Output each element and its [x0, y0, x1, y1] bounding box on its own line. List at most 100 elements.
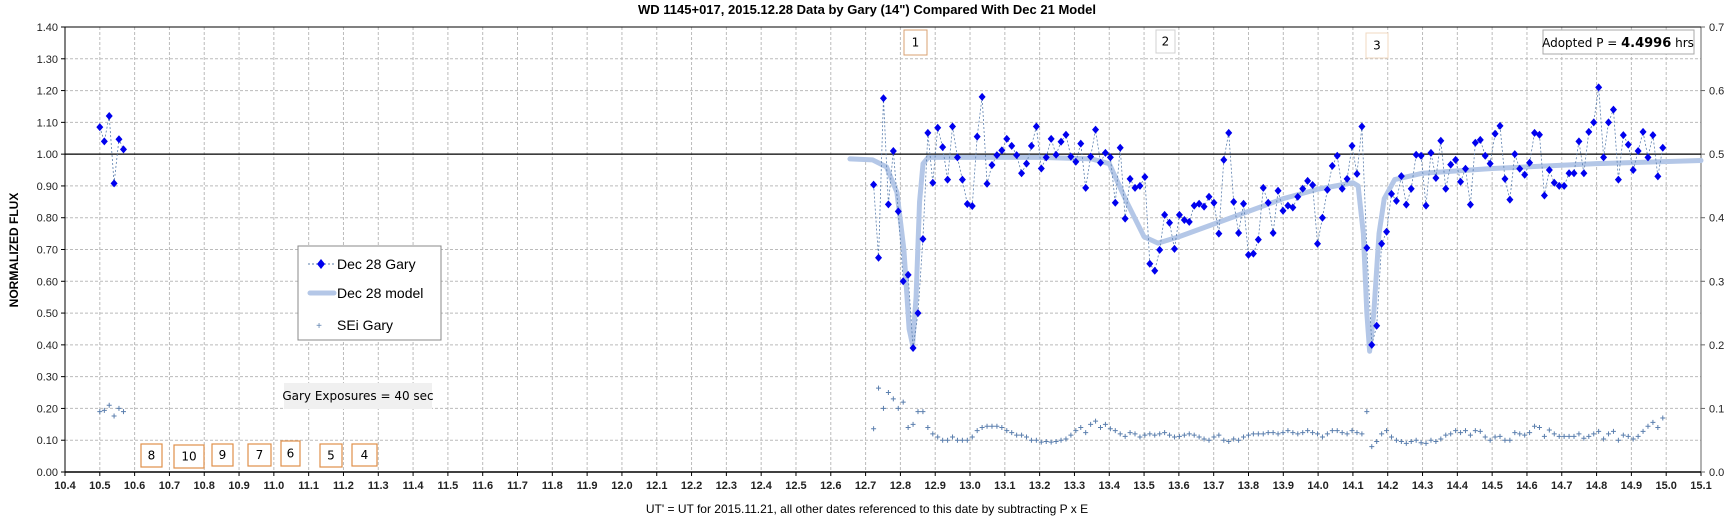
sei-point	[1546, 427, 1552, 433]
flux-point	[1047, 134, 1055, 143]
sei-point	[1132, 431, 1138, 437]
flux-point	[105, 112, 113, 120]
flux-point	[1299, 184, 1307, 193]
flux-point	[1432, 173, 1440, 182]
flux-point	[1121, 214, 1129, 223]
event-marker-label: 4	[361, 448, 369, 462]
flux-point	[1476, 135, 1484, 144]
sei-point	[1408, 438, 1414, 444]
flux-point	[1244, 250, 1252, 259]
sei-point	[1438, 436, 1444, 442]
flux-point	[1338, 184, 1346, 193]
sei-point	[1645, 423, 1651, 429]
x-tick-label: 14.2	[1377, 480, 1398, 492]
flux-point	[1101, 148, 1109, 157]
x-tick-label: 14.4	[1447, 480, 1469, 492]
sei-point	[1058, 437, 1064, 443]
sei-point	[1004, 428, 1010, 434]
flux-point	[1634, 146, 1642, 155]
y-tick-label: 0.90	[37, 181, 58, 193]
y-tick-label: 1.10	[37, 117, 58, 129]
flux-point	[1358, 122, 1366, 131]
flux-point	[1003, 134, 1011, 143]
x-tick-label: 11.9	[577, 480, 598, 492]
chart-title: WD 1145+017, 2015.12.28 Data by Gary (14…	[638, 2, 1096, 17]
flux-point	[1659, 143, 1667, 152]
flux-point	[870, 180, 878, 189]
sei-point	[1541, 433, 1547, 439]
flux-point	[1437, 136, 1445, 145]
x-tick-label: 11.7	[507, 480, 528, 492]
flux-point	[1575, 137, 1583, 146]
sei-point	[1211, 434, 1217, 440]
flux-point	[1037, 164, 1045, 173]
sei-point	[120, 409, 126, 415]
x-tick-label: 11.8	[542, 480, 563, 492]
sei-point	[1334, 428, 1340, 434]
flux-point	[1235, 228, 1243, 237]
event-marker-label: 10	[181, 450, 196, 464]
sei-point	[1620, 432, 1626, 438]
sei-point	[1482, 434, 1488, 440]
flux-point	[988, 160, 996, 169]
sei-point	[1443, 432, 1449, 438]
event-marker-box	[140, 443, 163, 468]
event-marker-box	[211, 443, 234, 467]
flux-point	[1526, 158, 1534, 167]
flux-point	[1624, 140, 1632, 149]
flux-point	[119, 145, 127, 154]
flux-point	[1111, 198, 1119, 207]
y-tick-label: 0.40	[37, 340, 58, 352]
flux-point	[1141, 173, 1149, 182]
event-marker-box	[1365, 32, 1389, 59]
flux-point	[949, 122, 957, 131]
sei-point	[1152, 432, 1158, 438]
x-tick-label: 12.4	[750, 480, 772, 492]
sei-point	[871, 426, 877, 432]
sei-point	[1083, 430, 1089, 436]
sei-point	[1423, 440, 1429, 446]
y-tick-label: 1.20	[37, 86, 58, 98]
flux-point	[1052, 150, 1060, 159]
event-marker-box	[173, 444, 205, 469]
flux-point	[1348, 141, 1356, 150]
sei-point	[1458, 430, 1464, 436]
sei-point	[1019, 432, 1025, 438]
flux-point	[953, 153, 961, 162]
adopted-period-prefix: Adopted P =	[1542, 36, 1621, 50]
event-marker-label: 2	[1162, 35, 1170, 49]
flux-point	[1333, 151, 1341, 160]
flux-point	[875, 253, 883, 262]
sei-point	[1532, 423, 1538, 429]
sei-point	[1260, 431, 1266, 437]
sei-point	[979, 425, 985, 430]
adopted-period-value: 4.4996	[1621, 36, 1671, 51]
sei-point	[1068, 432, 1074, 438]
event-markers-bottom: 8 10 9 7 6 5 4	[140, 440, 378, 469]
sei-point	[925, 425, 931, 430]
x-tick-label: 12.6	[820, 480, 841, 492]
flux-point	[939, 143, 947, 152]
series-dec28-model	[847, 154, 1704, 354]
sei-point	[1097, 425, 1103, 430]
y-tick-label: 1.00	[37, 149, 58, 161]
sei-point	[1591, 431, 1597, 437]
flux-point	[1540, 191, 1548, 200]
flux-point	[1259, 183, 1267, 192]
sei-point	[1191, 432, 1197, 438]
flux-point	[993, 151, 1001, 160]
sei-point	[1315, 431, 1321, 437]
x-tick-label: 11.3	[368, 480, 389, 492]
flux-point	[1185, 217, 1193, 226]
flux-point	[1550, 178, 1558, 187]
sei-point	[116, 405, 122, 411]
y2-tick-label: 0.6	[1709, 86, 1724, 98]
sei-point	[1492, 434, 1498, 440]
flux-point	[1269, 228, 1277, 237]
exposures-note: Gary Exposures = 40 sec	[282, 383, 434, 409]
flux-point	[1570, 169, 1578, 178]
sei-point	[1063, 436, 1069, 442]
flux-point	[1363, 243, 1371, 252]
y2-tick-label: 0.2	[1709, 340, 1724, 352]
sei-point	[1053, 438, 1059, 444]
